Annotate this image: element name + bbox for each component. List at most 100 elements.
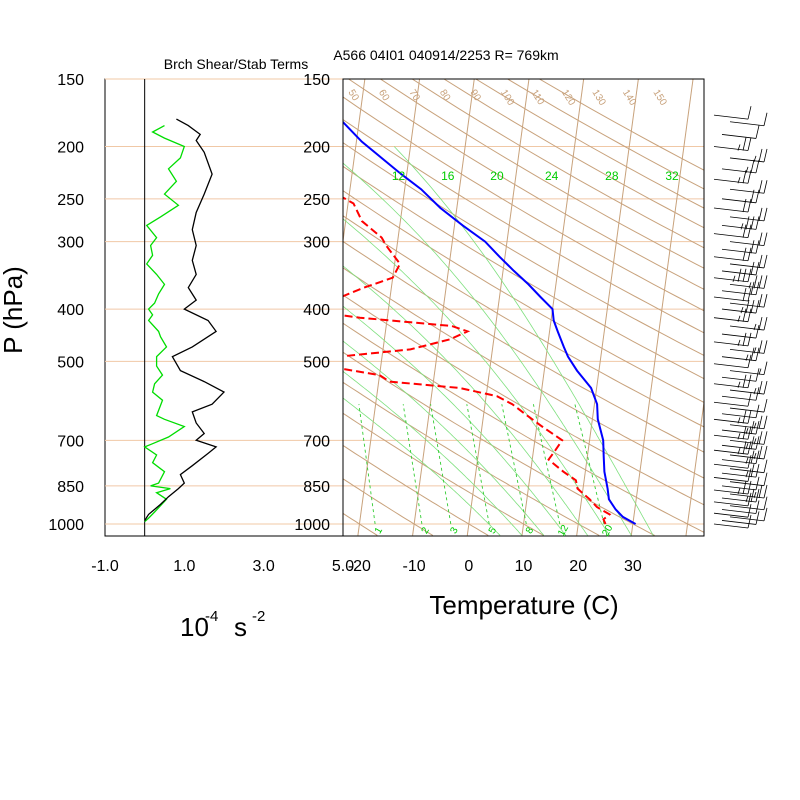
wind-barb-half-flag [737, 433, 741, 440]
wind-barb-staff [729, 283, 765, 289]
wind-barb-staff [721, 459, 757, 465]
dry-adiabat [343, 412, 544, 536]
y-tick-label: 850 [303, 479, 330, 496]
dry-adiabat [379, 79, 704, 269]
y-tick-label: 500 [303, 354, 330, 371]
wind-barb-flag [747, 106, 752, 120]
wind-barb [729, 398, 768, 413]
wind-barb [713, 247, 752, 262]
wind-barb-flag [747, 354, 752, 368]
wind-barb-half-flag [745, 427, 749, 435]
wind-barb-flag [747, 468, 752, 482]
wind-barb-staff [713, 277, 749, 283]
wind-barb-staff [729, 370, 765, 376]
mixing-ratio-label: 8 [524, 525, 537, 536]
wind-barb [729, 415, 768, 430]
wind-barb-staff [721, 134, 757, 139]
wind-barb-half-flag [737, 144, 741, 151]
wind-barb [721, 299, 760, 314]
x-axis-label: Temperature (C) [429, 590, 618, 620]
mixing-ratio-label: 12 [556, 523, 571, 539]
wind-barb-flag [747, 247, 752, 261]
wind-barb-half-flag [737, 417, 741, 424]
wind-barb-staff [729, 121, 765, 127]
wind-barb-half-flag [737, 177, 741, 184]
mixing-ratio-line [501, 404, 527, 525]
x-tick-label: 30 [624, 558, 642, 575]
wind-barb-flag [763, 148, 768, 163]
mixing-ratio-label: 20 [490, 169, 504, 183]
wind-barb-flag [745, 299, 750, 314]
wind-barb [721, 476, 760, 491]
x-tick-label: -20 [348, 558, 371, 575]
wind-barb-half-flag [740, 306, 744, 314]
wind-barb-staff [729, 188, 765, 194]
wind-barb-flag [758, 380, 763, 395]
dry-adiabat [343, 240, 704, 453]
wind-barb [721, 159, 760, 174]
wind-barb-flag [750, 488, 755, 503]
wind-barb-flag [755, 500, 760, 514]
wind-barb [721, 216, 760, 230]
wind-barb-flag [742, 268, 747, 282]
wind-barb-flag [758, 207, 763, 221]
wind-barb-flag [750, 216, 755, 230]
y-tick-label: 200 [303, 139, 330, 156]
wind-barb-staff [729, 468, 765, 474]
y-tick-label: 500 [57, 354, 84, 371]
wind-barb-flag [742, 332, 747, 346]
wind-barb-staff [729, 389, 765, 395]
wind-barb-staff [729, 216, 765, 222]
wind-barb-staff [721, 472, 757, 478]
dry-adiabat [343, 478, 434, 536]
wind-barb-flag [750, 240, 755, 254]
y-tick-label: 1000 [294, 517, 330, 534]
wind-barb-flag [763, 496, 768, 510]
mixing-ratio-line [466, 404, 490, 525]
wind-barb-staff [721, 497, 757, 503]
moist-adiabat [343, 218, 610, 536]
wind-barb-staff [721, 308, 757, 314]
wind-barb [713, 514, 752, 529]
mixing-ratio-label: 16 [441, 169, 455, 183]
wind-barb-staff [729, 241, 765, 246]
wind-barb [729, 361, 768, 376]
wind-barb-flag [758, 445, 763, 460]
wind-barb-flag [758, 180, 763, 194]
wind-barb-half-flag [745, 443, 749, 450]
wind-barb [713, 308, 752, 323]
wind-barb-flag [747, 480, 752, 495]
wind-barb-flag [750, 159, 755, 173]
y-tick-label: 1000 [48, 517, 84, 534]
wind-barb-flag [763, 445, 768, 460]
wind-barb-flag [763, 112, 768, 126]
wind-barb-staff [721, 485, 757, 491]
mixing-ratio-line [430, 404, 452, 525]
mixing-ratio-line [358, 404, 376, 525]
wind-barb-half-flag [753, 422, 757, 429]
wind-barb-flag [747, 441, 752, 455]
figure-labels: Brch Shear/Stab Terms A566 04I01 040914/… [0, 47, 619, 642]
shear-x-axis-unit-exponent: -2 [252, 608, 265, 625]
wind-barb-flag [758, 232, 763, 246]
wind-barb-staff [713, 256, 749, 262]
wind-barb-staff [721, 168, 757, 174]
wind-barb-column [713, 106, 768, 529]
y-tick-label: 300 [57, 235, 84, 252]
wind-barb-flag [755, 281, 760, 295]
wind-barb [729, 180, 768, 194]
temperature-line [343, 121, 637, 525]
wind-barb-staff [729, 454, 765, 460]
wind-barb-flag [750, 347, 755, 361]
wind-barb-half-flag [737, 487, 741, 495]
wind-barb [721, 324, 760, 339]
wind-barb-half-flag [745, 457, 749, 464]
wind-barb-staff [713, 434, 749, 440]
wind-barb-flag [763, 415, 768, 429]
mixing-ratio-label: 12 [392, 169, 406, 183]
wind-barb-flag [763, 459, 768, 473]
wind-barb-flag [742, 224, 747, 238]
wind-barb-staff [713, 317, 749, 323]
